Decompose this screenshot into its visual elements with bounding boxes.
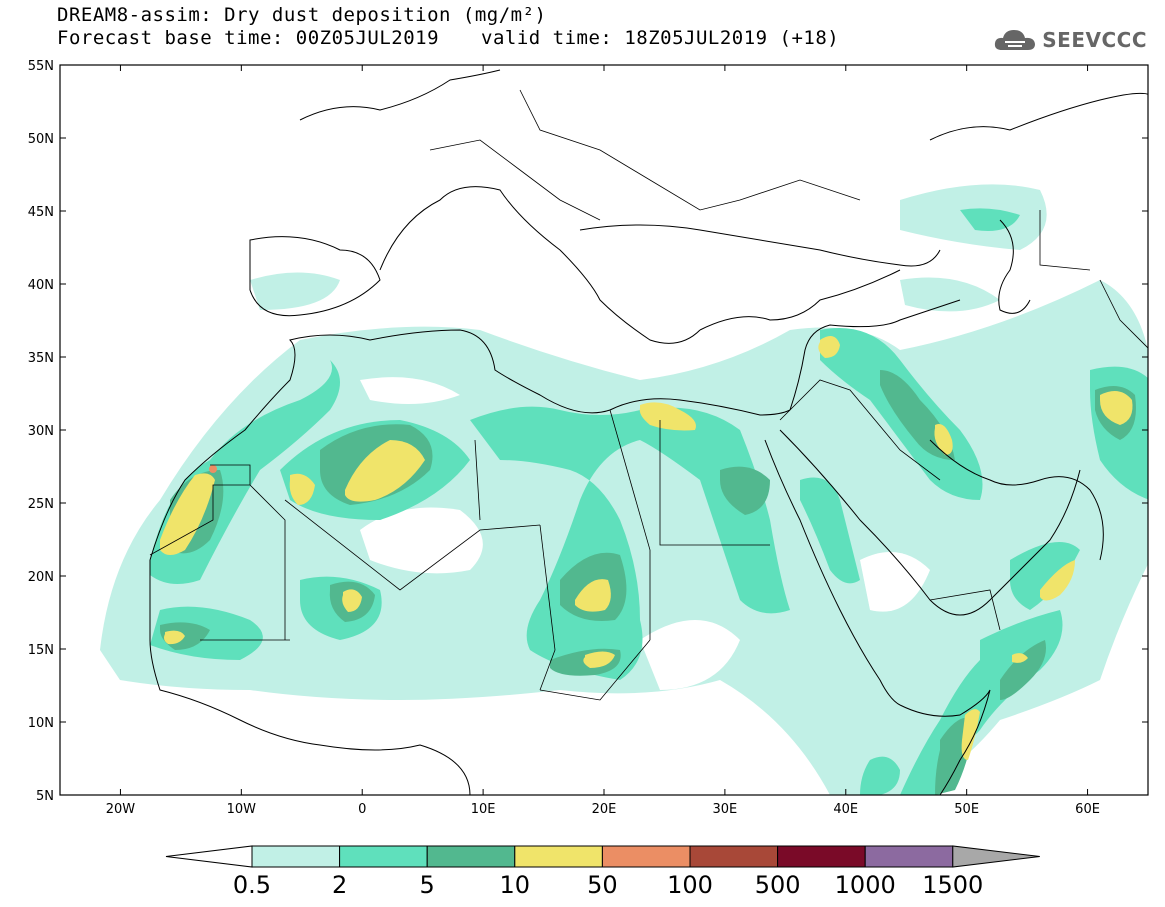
lat-label: 45N [28,205,54,220]
legend-threshold-label: 1000 [835,871,896,899]
legend-swatch [426,845,516,868]
seevccc-logo: SEEVCCC [992,26,1147,54]
lat-label: 10N [28,716,54,731]
map-time-info: Forecast base time: 00Z05JUL2019 valid ti… [57,27,839,49]
legend-swatch [339,845,428,868]
lon-label: 20W [106,802,136,817]
lat-label: 20N [28,570,54,585]
legend-swatch [777,845,866,868]
legend-upper-arrow [952,845,1040,868]
borders [149,89,1148,701]
legend-swatch [864,845,954,868]
lat-label: 30N [28,424,54,439]
lon-label: 10E [471,802,496,817]
dust-gaps [360,377,930,690]
coastlines [149,69,1148,795]
lon-label: 50E [954,802,979,817]
lat-label: 40N [28,278,54,293]
lat-label: 15N [28,643,54,658]
dust-fields [100,184,1148,795]
lon-label: 20E [592,802,617,817]
legend-swatch [251,845,341,868]
legend-threshold-label: 500 [755,871,801,899]
lon-label: 0 [358,802,366,817]
legend-threshold-label: 0.5 [233,871,271,899]
latitude-axis: 55N 50N 45N 40N 35N 30N 25N 20N 15N 10N 5N [28,59,1148,804]
legend-threshold-label: 100 [667,871,713,899]
legend-threshold-label: 5 [420,871,435,899]
logo-text: SEEVCCC [1042,28,1147,52]
legend-colorbar: 0.5 2 5 10 50 100 500 1000 1500 [165,845,1040,899]
cloud-icon [995,30,1036,50]
map-title: DREAM8-assim: Dry dust deposition (mg/m²… [57,4,547,26]
legend-swatch [514,845,603,868]
legend-lower-arrow [165,845,253,868]
lat-label: 55N [28,59,54,74]
legend-threshold-label: 2 [332,871,347,899]
lon-label: 60E [1075,802,1100,817]
forecast-base-time: Forecast base time: 00Z05JUL2019 [57,27,440,49]
legend-threshold-label: 10 [500,871,531,899]
lat-label: 35N [28,351,54,366]
legend-threshold-label: 1500 [922,871,983,899]
lon-label: 40E [833,802,858,817]
legend-swatch [689,845,779,868]
lat-label: 5N [36,789,54,804]
lon-label: 10W [227,802,257,817]
dust-band-orange [209,465,217,473]
longitude-axis: 20W 10W 0 10E 20E 30E 40E 50E 60E [106,65,1100,817]
lat-label: 25N [28,497,54,512]
valid-time: valid time: 18Z05JUL2019 (+18) [481,27,840,49]
dust-band-yellow [160,336,1133,760]
lon-label: 30E [713,802,738,817]
legend-threshold-label: 50 [587,871,618,899]
legend-swatch [601,845,691,868]
lat-label: 50N [28,132,54,147]
